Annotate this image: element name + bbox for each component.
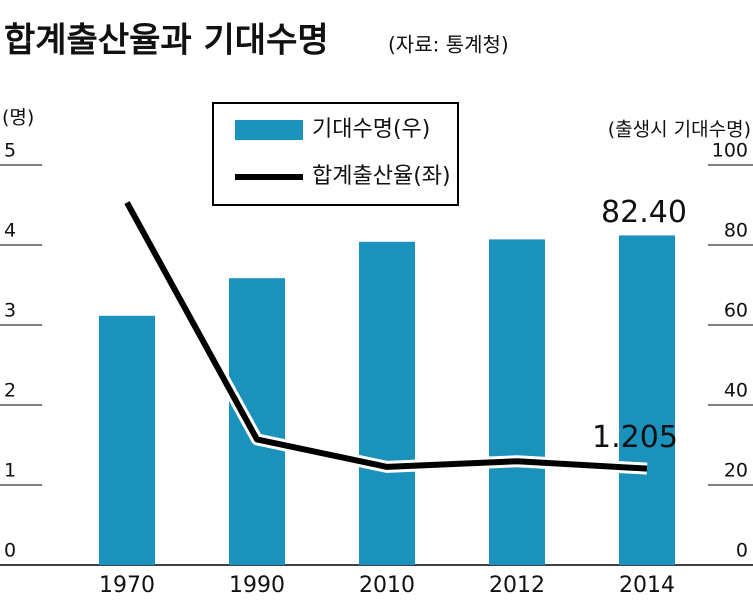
legend-swatch xyxy=(235,120,303,140)
legend-label: 합계출산율(좌) xyxy=(312,164,451,189)
y2-tick-label: 80 xyxy=(724,220,748,242)
legend-label: 기대수명(우) xyxy=(312,117,430,142)
y2-axis-label: (출생시 기대수명) xyxy=(608,119,751,141)
line xyxy=(124,201,648,472)
x-tick-label: 2010 xyxy=(359,573,415,598)
y-tick-label: 2 xyxy=(4,380,16,402)
bar xyxy=(99,315,155,565)
chart-subtitle: (자료: 통계청) xyxy=(388,33,509,57)
data-label: 82.40 xyxy=(601,195,687,230)
bar xyxy=(619,235,675,565)
y2-tick-label: 0 xyxy=(736,540,748,562)
bar xyxy=(229,278,285,565)
x-tick-label: 1970 xyxy=(99,573,155,598)
y2-tick-label: 20 xyxy=(724,460,748,482)
x-tick-label: 1990 xyxy=(229,573,285,598)
data-label: 1.205 xyxy=(592,420,678,455)
x-tick-label: 2014 xyxy=(619,573,675,598)
y2-tick-label: 60 xyxy=(724,300,748,322)
x-tick-label: 2012 xyxy=(489,573,545,598)
y-tick-label: 1 xyxy=(4,460,16,482)
y2-tick-label: 100 xyxy=(712,140,748,162)
bar xyxy=(489,239,545,565)
y-tick-label: 0 xyxy=(4,540,16,562)
bar xyxy=(359,241,415,566)
y2-tick-label: 40 xyxy=(724,380,748,402)
y-axis-label: (명) xyxy=(2,107,34,129)
y-tick-label: 3 xyxy=(4,300,16,322)
y-tick-label: 4 xyxy=(4,220,16,242)
y-tick-label: 5 xyxy=(4,140,16,162)
chart-title: 합계출산율과 기대수명 xyxy=(4,21,329,61)
